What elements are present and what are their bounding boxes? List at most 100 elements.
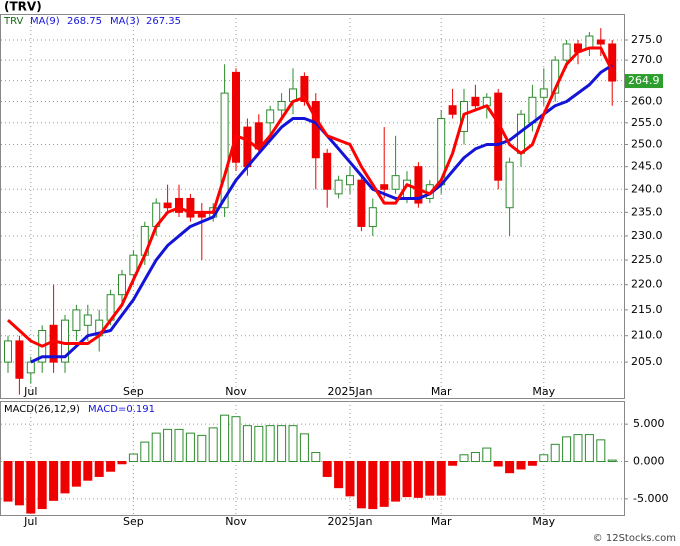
macd-bar (539, 454, 549, 463)
y-tick-label: 0.000 (633, 455, 665, 468)
candle-body (596, 39, 605, 45)
candle-body (15, 340, 24, 379)
candle-body (380, 184, 389, 190)
macd-bar (106, 461, 116, 472)
macd-bar (151, 432, 161, 463)
macd-bar (482, 447, 492, 463)
candle-body (608, 43, 617, 82)
macd-bar (459, 454, 469, 463)
macd-bar (140, 441, 150, 463)
candle-body (494, 92, 503, 181)
y-tick-label: 210.0 (631, 329, 663, 342)
macd-bar (436, 461, 446, 496)
macd-bar (573, 434, 583, 463)
macd-bar (83, 461, 93, 481)
y-tick-label: 250.0 (631, 138, 663, 151)
macd-bar (299, 433, 309, 463)
candle-body (551, 59, 560, 94)
y-tick-label: -5.000 (633, 492, 668, 505)
candle-body (277, 101, 286, 111)
candle-body (357, 179, 366, 227)
candle-body (346, 175, 354, 186)
macd-bar (60, 461, 70, 494)
x-tick-label: Nov (225, 515, 247, 528)
candle-body (585, 35, 594, 49)
macd-bar (402, 461, 412, 498)
candle-body (368, 207, 377, 227)
macd-title: MACD(26,12,9) (4, 404, 80, 415)
price-panel (0, 14, 625, 399)
macd-bar (208, 427, 218, 463)
legend-value: 268.75 (67, 16, 102, 27)
candle-body (562, 43, 571, 61)
macd-bar (220, 414, 230, 463)
macd-bar (550, 443, 560, 463)
candle-body (83, 314, 92, 326)
legend-name: MA(3) (110, 16, 140, 27)
macd-bar (391, 461, 401, 502)
candle-body (448, 105, 457, 115)
ma-line (6, 46, 614, 348)
candle-body (266, 109, 275, 124)
macd-bar (128, 453, 138, 463)
candle-body (414, 166, 423, 204)
macd-bar (94, 461, 104, 477)
candle-body (26, 361, 35, 374)
macd-bar (470, 452, 480, 463)
candle-body (471, 96, 480, 107)
macd-bar (242, 425, 252, 463)
x-tick-label: Mar (431, 385, 452, 398)
macd-bar (356, 461, 366, 509)
y-tick-label: 5.000 (633, 417, 665, 430)
chart-title: (TRV) (4, 0, 42, 14)
y-tick-label: 205.0 (631, 355, 663, 368)
candle-body (334, 179, 343, 195)
candle-body (220, 92, 229, 209)
candle-body (129, 254, 138, 276)
macd-bar (49, 461, 59, 501)
x-tick-label: Jul (23, 515, 37, 528)
macd-bar (265, 425, 275, 463)
macd-bar (254, 425, 264, 463)
y-tick-label: 245.0 (631, 160, 663, 173)
macd-bar (607, 459, 617, 463)
macd-bar (231, 416, 241, 463)
candle-body (175, 197, 183, 213)
macd-bar (185, 432, 195, 463)
last-price: 264.9 (628, 74, 660, 87)
x-tick-label: 2025Jan (328, 385, 373, 398)
y-tick-label: 215.0 (631, 303, 663, 316)
candle-body (186, 197, 195, 218)
symbol: TRV (3, 16, 24, 27)
macd-bar (379, 461, 389, 507)
macd-bar (26, 461, 36, 514)
candle-body (528, 96, 537, 124)
candle-body (163, 202, 172, 209)
x-tick-label: Sep (123, 385, 144, 398)
legend-name: MA(9) (30, 16, 60, 27)
candle-body (118, 274, 126, 296)
macd-bar (117, 461, 127, 465)
macd-bar (163, 428, 173, 463)
macd-bar (277, 425, 287, 463)
candle-body (311, 101, 320, 159)
macd-value: MACD=0.191 (88, 404, 155, 415)
y-tick-label: 270.0 (631, 53, 663, 66)
macd-bar (197, 434, 207, 463)
y-tick-label: 220.0 (631, 278, 663, 291)
y-tick-label: 275.0 (631, 33, 663, 46)
macd-bar (493, 461, 503, 467)
x-tick-label: May (532, 515, 555, 528)
x-tick-label: May (532, 385, 555, 398)
macd-bar (527, 461, 537, 466)
macd-bar (596, 439, 606, 463)
macd-bar (311, 452, 321, 463)
macd-bar (3, 461, 13, 502)
y-tick-label: 235.0 (631, 205, 663, 218)
candle-body (323, 152, 332, 190)
macd-bar (174, 428, 184, 463)
x-tick-label: Nov (225, 385, 247, 398)
macd-bar (562, 436, 572, 463)
watermark: © 12Stocks.com (593, 533, 676, 544)
